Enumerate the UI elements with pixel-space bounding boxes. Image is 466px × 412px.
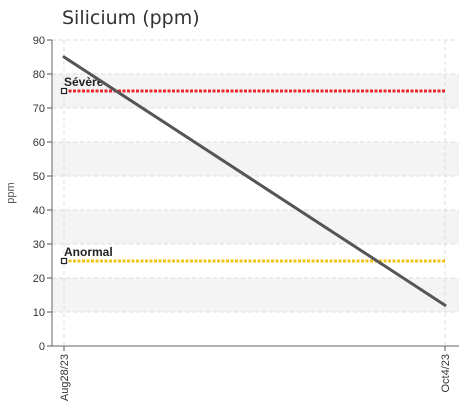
y-tick-labels: 0 10 20 30 40 50 60 70 80 90 (33, 35, 45, 353)
y-tick-label: 0 (39, 341, 45, 353)
background-band (52, 142, 459, 176)
background-band (52, 210, 459, 244)
y-tick-label: 60 (33, 137, 45, 149)
chart-title: Silicium (ppm) (62, 7, 200, 29)
y-tick-label: 10 (33, 307, 45, 319)
y-tick-label: 20 (33, 273, 45, 285)
threshold-label: Anormal (64, 245, 113, 259)
x-tick-label: Aug28/23 (59, 354, 71, 401)
y-tick-label: 40 (33, 205, 45, 217)
x-tick-label: Oct4/23 (440, 354, 452, 393)
threshold-marker (60, 257, 68, 265)
series-line (62, 55, 447, 307)
y-tick-label: 30 (33, 239, 45, 251)
y-tick-label: 90 (33, 35, 45, 47)
background-band (52, 278, 459, 312)
series-lines (62, 55, 447, 307)
threshold-marker (60, 87, 68, 95)
y-tick-label: 50 (33, 171, 45, 183)
y-axis-title: ppm (5, 182, 17, 203)
threshold-label: Sévère (64, 75, 104, 89)
y-tick-label: 80 (33, 69, 45, 81)
axes (51, 40, 459, 347)
y-tick-label: 70 (33, 103, 45, 115)
threshold-lines: Sévère Anormal (60, 75, 445, 265)
x-tick-labels: Aug28/23 Oct4/23 (59, 354, 452, 401)
